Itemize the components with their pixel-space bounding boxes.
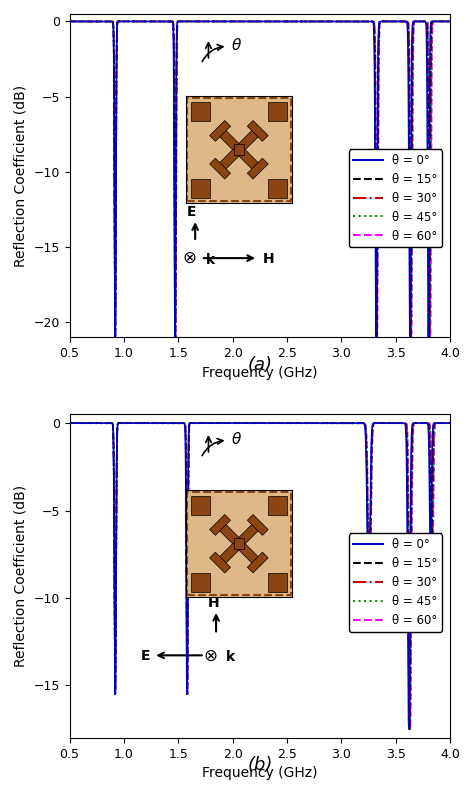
Text: $\mathbf{k}$: $\mathbf{k}$	[205, 252, 216, 268]
Text: $\mathbf{E}$: $\mathbf{E}$	[186, 205, 196, 219]
Text: $\mathbf{H}$: $\mathbf{H}$	[207, 596, 219, 610]
Text: $\mathbf{k}$: $\mathbf{k}$	[225, 649, 236, 664]
Text: $\otimes$: $\otimes$	[203, 646, 218, 665]
X-axis label: Frequency (GHz): Frequency (GHz)	[202, 366, 318, 380]
Text: $\mathbf{E}$: $\mathbf{E}$	[140, 649, 150, 663]
Legend: θ = 0°, θ = 15°, θ = 30°, θ = 45°, θ = 60°: θ = 0°, θ = 15°, θ = 30°, θ = 45°, θ = 6…	[349, 149, 442, 247]
Text: $\theta$: $\theta$	[231, 37, 242, 52]
Text: (b): (b)	[247, 756, 273, 774]
Y-axis label: Reflection Coefficient (dB): Reflection Coefficient (dB)	[14, 485, 28, 667]
Legend: θ = 0°, θ = 15°, θ = 30°, θ = 45°, θ = 60°: θ = 0°, θ = 15°, θ = 30°, θ = 45°, θ = 6…	[349, 534, 442, 631]
Text: $\mathbf{H}$: $\mathbf{H}$	[262, 252, 274, 266]
Text: $\otimes$: $\otimes$	[182, 249, 197, 267]
Y-axis label: Reflection Coefficient (dB): Reflection Coefficient (dB)	[14, 85, 28, 267]
Text: (a): (a)	[247, 356, 273, 374]
Text: $\theta$: $\theta$	[231, 430, 242, 446]
X-axis label: Frequency (GHz): Frequency (GHz)	[202, 766, 318, 781]
